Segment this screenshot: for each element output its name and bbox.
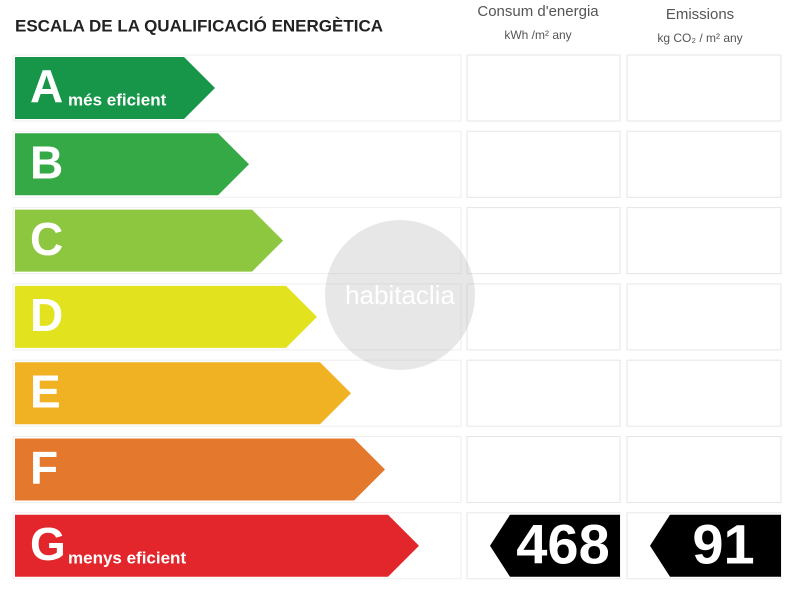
watermark: habitaclia (325, 220, 475, 370)
cell (626, 436, 782, 503)
row-frame (12, 359, 462, 427)
result-value: 91 (692, 513, 754, 576)
rating-arrow (15, 362, 351, 425)
column-title: Consum d'energia (477, 3, 599, 20)
rating-letter: A (30, 60, 63, 112)
rating-arrow (15, 285, 317, 348)
row-frame (12, 130, 462, 198)
rating-letter: G (30, 518, 66, 570)
row-frame (12, 512, 462, 580)
title: ESCALA DE LA QUALIFICACIÓ ENERGÈTICA (15, 16, 383, 35)
row-frame (12, 436, 462, 503)
rating-arrow (15, 438, 385, 501)
rating-letter: C (30, 213, 63, 265)
cell (466, 54, 621, 122)
rating-letter: E (30, 365, 61, 417)
row-frame (12, 283, 462, 351)
rating-note: més eficient (68, 90, 167, 109)
column-unit: kg CO₂ / m² any (657, 31, 742, 45)
rating-letter: F (30, 442, 58, 494)
rating-letter: B (30, 136, 63, 188)
rating-arrow (15, 57, 215, 119)
cell (466, 207, 621, 275)
cell (626, 130, 782, 198)
cell (626, 283, 782, 351)
cell (626, 54, 782, 122)
row-frame (12, 207, 462, 275)
cell (466, 283, 621, 351)
watermark-circle (325, 220, 475, 370)
watermark-text: habitaclia (345, 280, 455, 310)
rating-arrow (15, 209, 283, 272)
row-frame (12, 54, 462, 122)
cell (626, 207, 782, 275)
rating-arrow (15, 133, 249, 196)
rating-letter: D (30, 289, 63, 341)
rating-note: menys eficient (68, 548, 186, 567)
rating-arrow (15, 514, 419, 577)
result-arrow (490, 514, 620, 577)
result-arrow (650, 514, 781, 577)
cell (466, 130, 621, 198)
column-unit: kWh /m² any (504, 28, 571, 42)
cell (466, 359, 621, 427)
result-value: 468 (516, 513, 609, 576)
column-title: Emissions (666, 6, 734, 23)
cell (626, 359, 782, 427)
cell (466, 436, 621, 503)
